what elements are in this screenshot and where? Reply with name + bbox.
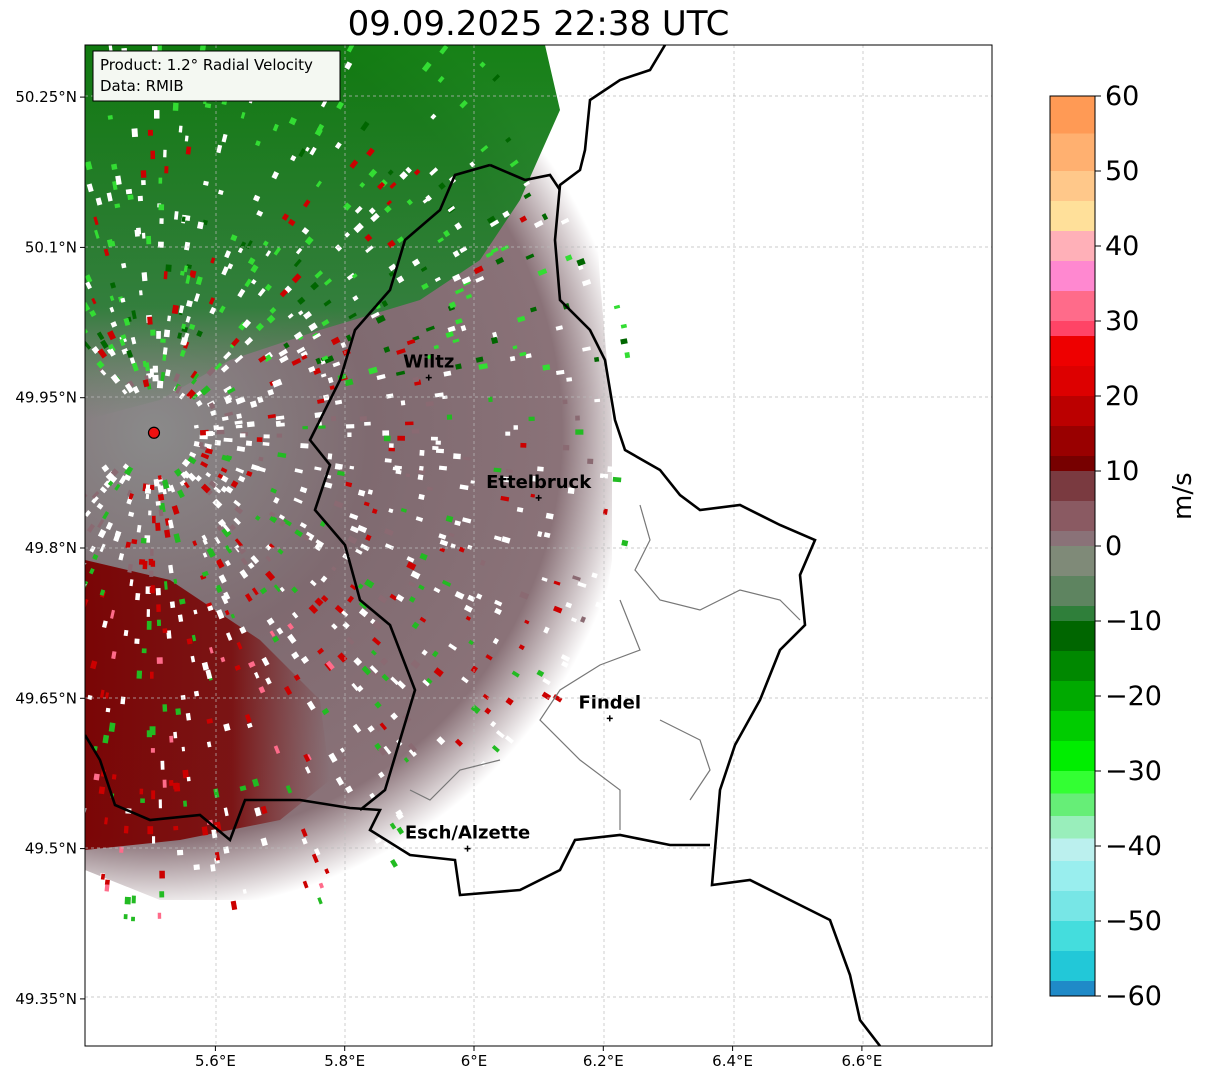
place-marker <box>464 845 471 852</box>
colorbar-tick-label: 10 <box>1105 456 1139 487</box>
place-marker <box>606 715 613 722</box>
lon-tick-label: 6.4°E <box>712 1052 753 1070</box>
radar-echoes <box>85 45 631 932</box>
colorbar-tick-label: −50 <box>1105 906 1162 937</box>
latitude-tick-labels: 50.25°N 50.1°N 49.95°N 49.8°N 49.65°N 49.5°N 4… <box>15 88 85 1008</box>
plot-frame <box>84 44 993 1047</box>
lon-tick-label: 6.2°E <box>583 1052 624 1070</box>
velocity-speckles <box>85 45 631 932</box>
place-labels: Wiltz Ettelbruck Findel Esch/Alzette <box>403 352 641 852</box>
info-box: Product: 1.2° Radial Velocity Data: RMIB <box>92 50 341 102</box>
borders <box>85 45 882 1046</box>
colorbar-tick-label: −60 <box>1105 981 1162 1012</box>
place-marker <box>425 374 432 381</box>
colorbar-tick-label: −40 <box>1105 831 1162 862</box>
lat-tick-label: 49.8°N <box>25 539 77 557</box>
colorbar-tick-label: 30 <box>1105 306 1139 337</box>
colorbar-tick-label: −20 <box>1105 681 1162 712</box>
gridlines <box>85 45 992 1046</box>
place-name: Wiltz <box>403 352 454 373</box>
lat-tick-label: 49.35°N <box>15 990 77 1008</box>
colorbar-tick-label: −10 <box>1105 606 1162 637</box>
colorbar-tick-label: 60 <box>1105 81 1139 112</box>
info-data-source: Data: RMIB <box>100 77 184 95</box>
radar-site-marker <box>147 426 161 439</box>
place-name: Findel <box>578 692 641 713</box>
colorbar-tick-label: 20 <box>1105 381 1139 412</box>
colorbar-tick-label: 40 <box>1105 231 1139 262</box>
info-product: Product: 1.2° Radial Velocity <box>100 56 313 74</box>
lat-tick-label: 50.25°N <box>15 88 77 106</box>
lon-tick-label: 6.6°E <box>841 1052 882 1070</box>
colorbar-tick-label: 0 <box>1105 531 1122 562</box>
colorbar-tick-label: 50 <box>1105 156 1139 187</box>
place-name: Esch/Alzette <box>405 823 530 844</box>
lat-tick-label: 49.5°N <box>25 840 77 858</box>
lon-tick-label: 6°E <box>461 1052 488 1070</box>
colorbar-tick-labels: 60 50 40 30 20 10 0 −10 −20 −30 −40 −50 −60 <box>1095 81 1162 1012</box>
lat-tick-label: 49.95°N <box>15 389 77 407</box>
colorbar-tick-label: −30 <box>1105 756 1162 787</box>
colorbar-unit-label: m/s <box>1168 472 1198 520</box>
longitude-tick-labels: 5.6°E 5.8°E 6°E 6.2°E 6.4°E 6.6°E <box>195 1046 882 1070</box>
map-title: 09.09.2025 22:38 UTC <box>347 4 730 44</box>
lon-tick-label: 5.8°E <box>324 1052 365 1070</box>
lat-tick-label: 49.65°N <box>15 689 77 707</box>
place-name: Ettelbruck <box>486 472 592 493</box>
colorbar <box>1049 95 1096 997</box>
lat-tick-label: 50.1°N <box>25 238 77 256</box>
place-marker <box>535 494 542 501</box>
lon-tick-label: 5.6°E <box>195 1052 236 1070</box>
